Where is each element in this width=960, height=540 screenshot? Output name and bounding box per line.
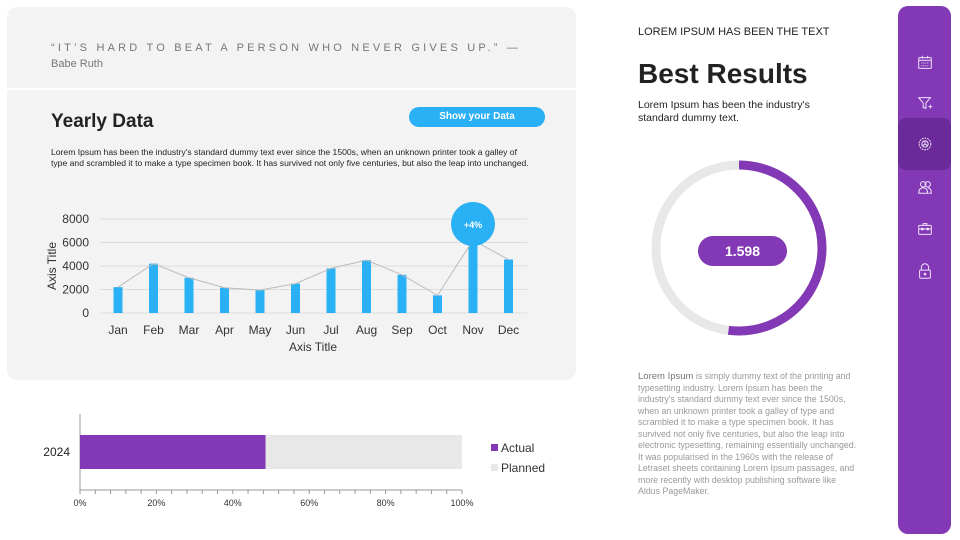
- bar-feb: [149, 263, 158, 313]
- sidebar-item-lock[interactable]: [898, 250, 951, 292]
- bar-sep: [397, 274, 407, 313]
- bar-jan: [113, 287, 123, 313]
- bar-oct: [433, 295, 442, 313]
- y-tick-label: 2000: [62, 283, 89, 297]
- x-tick-label: Jul: [323, 323, 338, 337]
- legend-label-actual: Actual: [501, 441, 534, 455]
- right-title: Best Results: [638, 58, 808, 89]
- sidebar-item-calendar[interactable]: [898, 42, 951, 84]
- y-axis-title: Axis Title: [45, 242, 59, 290]
- bar-may: [255, 290, 265, 313]
- quote-author: Babe Ruth: [51, 58, 103, 70]
- x-tick-label: Feb: [143, 323, 164, 337]
- bar-aug: [362, 260, 371, 313]
- filter-add-icon: [917, 97, 932, 110]
- bar-dec: [504, 259, 513, 313]
- y-tick-label: 6000: [62, 236, 89, 250]
- sidebar-item-users[interactable]: [898, 166, 951, 208]
- body-text: is simply dummy text of the printing and…: [638, 371, 857, 496]
- divider: [7, 88, 576, 90]
- section-title: Yearly Data: [51, 111, 154, 132]
- right-heading: LOREM IPSUM HAS BEEN THE TEXT: [638, 26, 830, 38]
- bar-apr: [220, 287, 229, 313]
- section-description: Lorem Ipsum has been the industry's stan…: [51, 147, 529, 168]
- right-subtitle: Lorem Ipsum has been the industry's stan…: [638, 99, 810, 124]
- legend-swatch-actual: [491, 444, 498, 451]
- x-tick-label: 0%: [73, 498, 86, 508]
- x-tick-label: May: [249, 323, 272, 337]
- x-tick-label: Apr: [215, 323, 234, 337]
- x-tick-label: Mar: [179, 323, 200, 337]
- bar-jun: [291, 283, 300, 313]
- x-tick-label: Aug: [356, 323, 377, 337]
- y-tick-label: 0: [82, 306, 89, 320]
- trend-line: [117, 239, 509, 297]
- bar-jul: [326, 268, 336, 313]
- y-tick-label: 4000: [62, 259, 89, 273]
- legend-swatch-planned: [491, 464, 498, 471]
- body-lead: Lorem Ipsum: [638, 371, 694, 382]
- x-tick-label: 60%: [300, 498, 318, 508]
- calendar-icon: [917, 55, 932, 69]
- legend-label-planned: Planned: [501, 461, 545, 475]
- y-tick-label: 8000: [62, 212, 89, 226]
- x-tick-label: Sep: [391, 323, 413, 337]
- sidebar-item-briefcase[interactable]: [898, 208, 951, 250]
- sidebar-item-filter-add[interactable]: [898, 82, 951, 124]
- users-icon: [917, 181, 932, 194]
- donut-progress: [651, 160, 827, 336]
- lock-icon: [918, 263, 931, 279]
- quote-text: “IT’S HARD TO BEAT A PERSON WHO NEVER GI…: [51, 42, 522, 54]
- x-tick-label: 20%: [147, 498, 165, 508]
- category-label: 2024: [43, 445, 70, 459]
- bar-planned: [265, 435, 462, 469]
- briefcase-icon: [917, 223, 932, 235]
- x-tick-label: 100%: [450, 498, 473, 508]
- x-tick-label: Jun: [286, 323, 305, 337]
- x-tick-label: 40%: [224, 498, 242, 508]
- donut-value: 1.598: [698, 236, 787, 266]
- settings-icon: [918, 137, 931, 151]
- x-tick-label: Oct: [428, 323, 447, 337]
- right-body: Lorem Ipsum is simply dummy text of the …: [638, 371, 858, 498]
- sidebar-item-settings[interactable]: [898, 118, 951, 170]
- yearly-data-card: [7, 7, 576, 380]
- x-tick-label: Dec: [498, 323, 519, 337]
- x-tick-label: 80%: [377, 498, 395, 508]
- x-axis-title: Axis Title: [289, 340, 337, 354]
- x-tick-label: Jan: [108, 323, 127, 337]
- x-tick-label: Nov: [462, 323, 483, 337]
- bar-mar: [184, 277, 194, 313]
- bar-actual: [80, 435, 266, 469]
- show-data-button[interactable]: Show your Data: [409, 107, 545, 127]
- annotation-label: +4%: [464, 220, 482, 230]
- sidebar: [898, 6, 951, 534]
- annotation-bubble: [451, 202, 495, 246]
- bar-nov: [468, 240, 478, 313]
